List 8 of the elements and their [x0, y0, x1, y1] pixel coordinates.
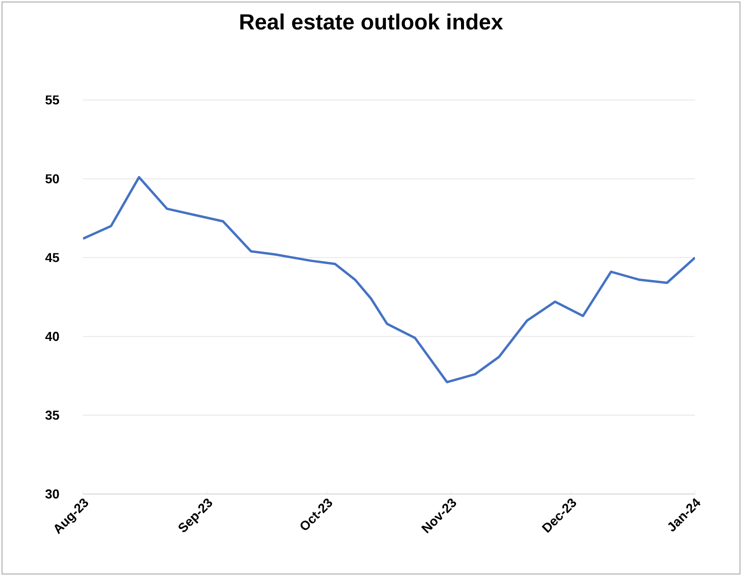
line-series	[83, 176, 696, 384]
y-tick-label: 40	[45, 332, 59, 341]
y-tick-label: 35	[45, 410, 60, 420]
chart-title: Real estate outlook index	[240, 14, 503, 30]
y-tick-label: 50	[45, 174, 59, 184]
y-tick-label: 55	[45, 95, 60, 105]
y-tick-label: 45	[45, 253, 60, 262]
y-tick-label: 30	[45, 489, 59, 499]
